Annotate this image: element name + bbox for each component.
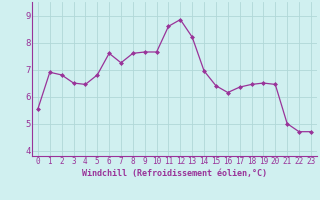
X-axis label: Windchill (Refroidissement éolien,°C): Windchill (Refroidissement éolien,°C) (82, 169, 267, 178)
